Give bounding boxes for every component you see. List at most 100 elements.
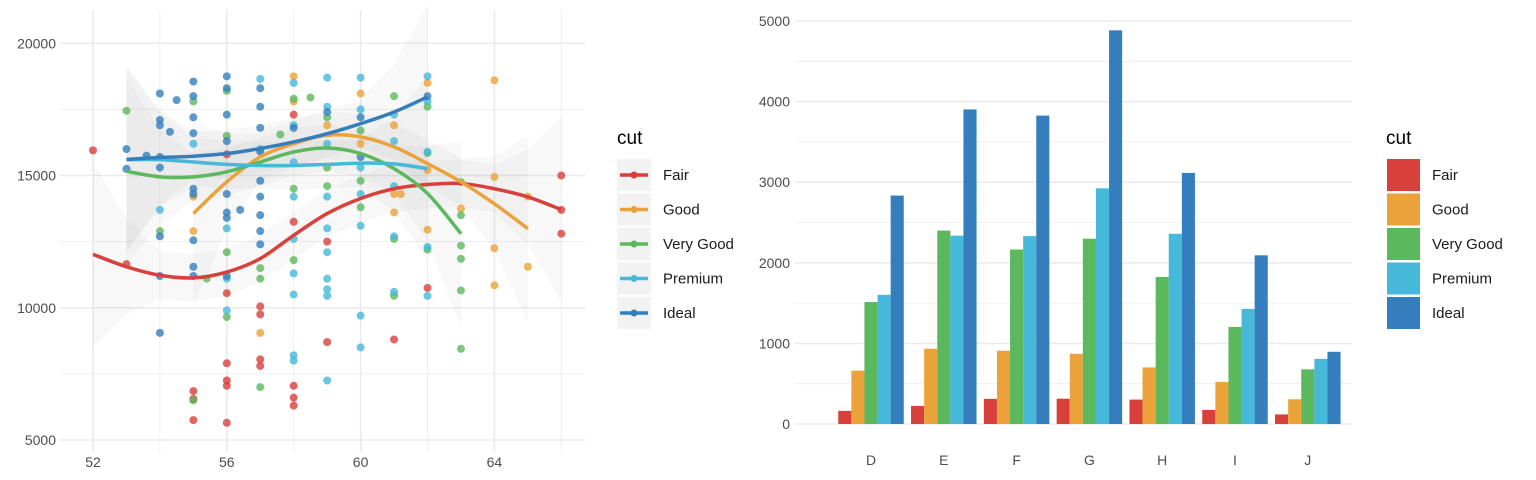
data-point xyxy=(189,396,198,405)
data-point xyxy=(256,227,265,236)
bar-F-good xyxy=(996,350,1011,424)
data-point xyxy=(289,184,298,193)
data-point xyxy=(557,229,566,238)
bar-I-ideal xyxy=(1254,255,1268,424)
data-point xyxy=(390,232,399,241)
legend-dot xyxy=(630,309,638,317)
data-point xyxy=(289,192,298,201)
legend-key xyxy=(1387,297,1420,329)
data-point xyxy=(256,123,265,132)
data-point xyxy=(356,73,365,82)
data-point xyxy=(189,190,198,199)
data-point xyxy=(289,110,298,119)
y-tick-label: 10000 xyxy=(17,300,56,316)
bar-G-fair xyxy=(1056,398,1070,424)
data-point xyxy=(390,335,399,344)
bar-D-fair xyxy=(838,410,852,424)
bar-I-good xyxy=(1215,381,1229,424)
data-point xyxy=(456,204,465,213)
y-tick-label: 1000 xyxy=(759,335,790,351)
data-point xyxy=(256,383,265,392)
data-point xyxy=(390,287,399,296)
data-point xyxy=(289,381,298,390)
data-point xyxy=(456,241,465,250)
data-point xyxy=(222,381,231,390)
legend-title: cut xyxy=(1386,128,1412,149)
data-point xyxy=(323,248,332,257)
data-point xyxy=(289,393,298,402)
x-tick-label: D xyxy=(866,452,876,468)
data-point xyxy=(289,94,298,103)
data-point xyxy=(222,248,231,257)
bar-H-premium xyxy=(1168,233,1182,424)
data-point xyxy=(390,208,399,217)
legend-title: cut xyxy=(617,128,643,149)
data-point xyxy=(390,137,399,146)
data-point xyxy=(222,418,231,427)
bar-G-ideal xyxy=(1109,30,1123,424)
legend-label: Ideal xyxy=(1432,305,1465,322)
bar-J-premium xyxy=(1314,358,1328,424)
data-point xyxy=(390,92,399,101)
data-point xyxy=(289,78,298,87)
data-point xyxy=(236,205,245,214)
data-point xyxy=(490,76,499,85)
x-tick-label: G xyxy=(1084,452,1095,468)
legend-key xyxy=(1387,193,1420,226)
data-point xyxy=(323,108,332,117)
data-point xyxy=(256,328,265,337)
data-point xyxy=(289,217,298,226)
bar-D-premium xyxy=(877,294,891,424)
bar-E-very-good xyxy=(937,230,951,424)
legend-dot xyxy=(630,171,638,179)
x-tick-label: J xyxy=(1304,452,1311,468)
bar-G-very-good xyxy=(1082,238,1096,424)
y-tick-label: 4000 xyxy=(759,94,790,110)
x-tick-label: 60 xyxy=(353,454,369,470)
legend-label: Ideal xyxy=(663,305,696,322)
bar-H-good xyxy=(1142,367,1156,424)
scatter-legend: cut Fair Good Very Good Premium Ideal xyxy=(617,128,734,329)
x-tick-label: 56 xyxy=(219,454,235,470)
data-point xyxy=(189,113,198,122)
data-point xyxy=(189,92,198,101)
data-point xyxy=(256,264,265,273)
data-point xyxy=(222,72,231,81)
legend-key xyxy=(1387,159,1420,191)
data-point xyxy=(356,311,365,320)
bar-E-good xyxy=(924,348,938,424)
data-point xyxy=(356,139,365,148)
legend-key xyxy=(1387,228,1420,260)
data-point xyxy=(356,89,365,98)
y-tick-label: 5000 xyxy=(25,432,56,448)
data-point xyxy=(256,302,265,311)
data-point xyxy=(222,190,231,199)
bar-E-premium xyxy=(950,235,964,424)
legend-label: Good xyxy=(1432,202,1469,219)
data-point xyxy=(172,96,181,105)
data-point xyxy=(189,416,198,425)
bar-I-very-good xyxy=(1228,326,1242,424)
data-point xyxy=(490,244,499,253)
x-tick-label: 52 xyxy=(85,454,101,470)
data-point xyxy=(189,129,198,138)
data-point xyxy=(323,224,332,233)
bar-E-ideal xyxy=(963,109,977,424)
bar-J-very-good xyxy=(1301,369,1315,424)
data-point xyxy=(490,281,499,290)
bar-H-very-good xyxy=(1155,276,1169,424)
data-point xyxy=(222,306,231,315)
data-point xyxy=(289,256,298,265)
data-point xyxy=(323,121,332,130)
bar-panel: D E F G H I J 0 1000 2000 3000 4000 5000 cut Fair Goo… xyxy=(759,13,1503,468)
data-point xyxy=(256,102,265,111)
bar-D-good xyxy=(851,370,865,424)
y-tick-label: 15000 xyxy=(17,168,56,184)
data-point xyxy=(356,126,365,135)
data-point xyxy=(256,361,265,370)
data-point xyxy=(155,163,164,172)
x-tick-label: 64 xyxy=(487,454,503,470)
legend-dot xyxy=(630,240,638,248)
data-point xyxy=(289,356,298,365)
